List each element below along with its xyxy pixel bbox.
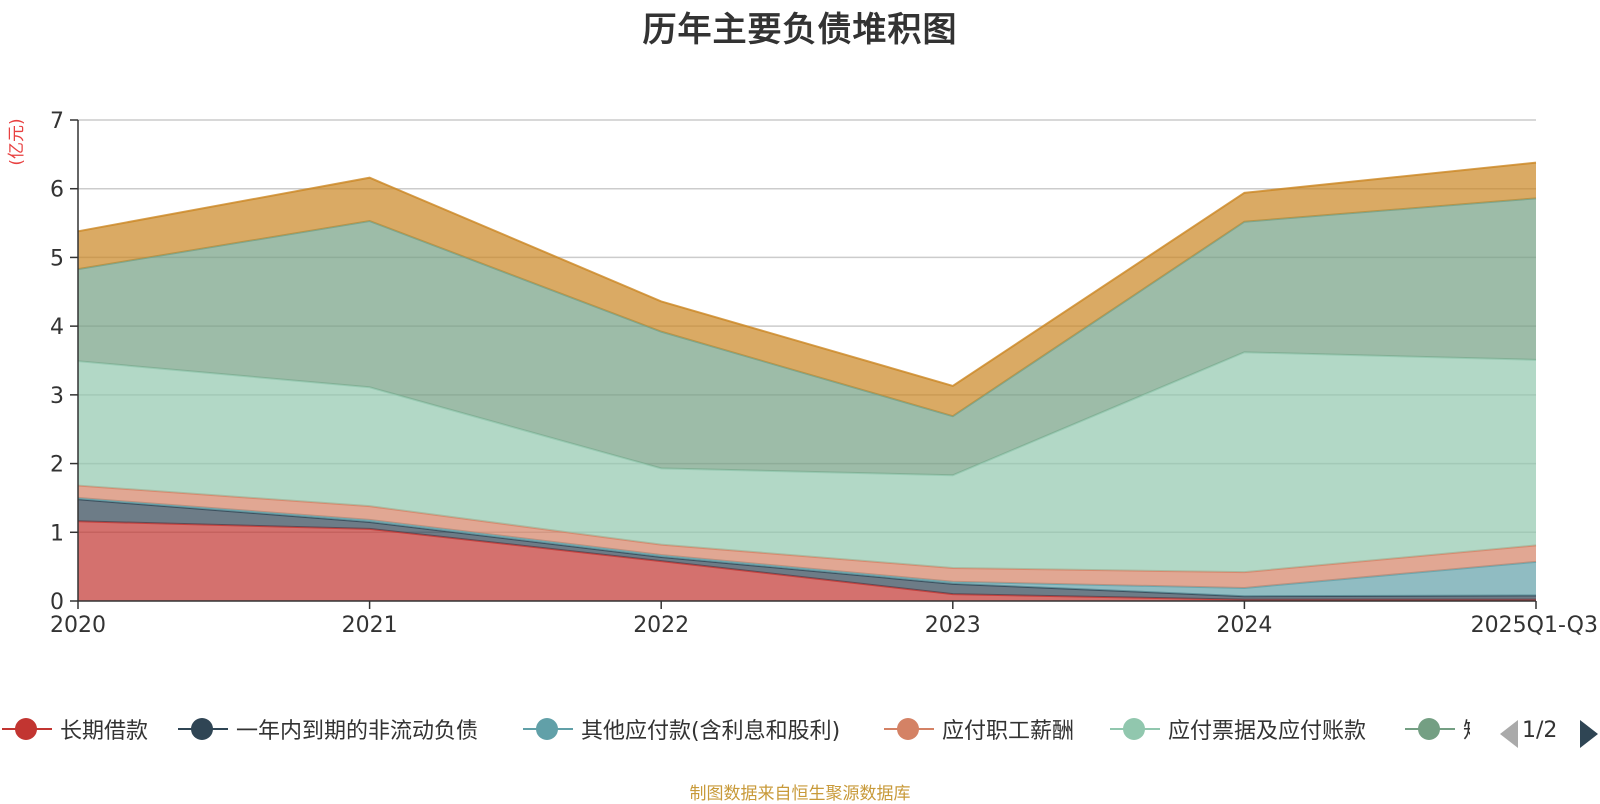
chart-title: 历年主要负债堆积图 — [642, 10, 958, 50]
x-tick-label: 2022 — [633, 613, 689, 638]
legend-pager: 1/2 — [1500, 716, 1600, 752]
area-series-6[interactable] — [78, 198, 1536, 476]
legend-marker-icon — [523, 711, 573, 747]
x-tick-label: 2020 — [50, 613, 106, 638]
x-tick-label: 2024 — [1216, 613, 1272, 638]
area-series-5[interactable] — [78, 352, 1536, 573]
area-series-line-7 — [77, 161, 1537, 388]
area-series-4[interactable] — [78, 485, 1536, 588]
legend-label: 长期借款 — [60, 719, 149, 744]
legend-label: 其他应付款(含利息和股利) — [581, 719, 841, 744]
legend-marker-icon — [178, 711, 228, 747]
legend-marker-icon — [1405, 711, 1455, 747]
y-tick-label: 3 — [50, 384, 64, 409]
legend-marker-icon — [884, 711, 934, 747]
y-tick-label: 6 — [50, 178, 64, 203]
legend-label: 应付职工薪酬 — [942, 719, 1075, 744]
area-series-7[interactable] — [78, 162, 1536, 417]
legend-item-3[interactable]: 其他应付款(含利息和股利) — [523, 711, 840, 747]
legend-marker-icon — [2, 711, 52, 747]
area-series-1[interactable] — [78, 521, 1536, 601]
legend-label: 短期借款 — [1463, 713, 1470, 745]
y-tick-label: 2 — [50, 453, 64, 478]
legend-item-5[interactable]: 应付票据及应付账款 — [1110, 711, 1366, 747]
legend-marker-icon — [1110, 711, 1160, 747]
stacked-area-chart: 0 1 2 3 4 5 6 7 2020 2021 2022 2023 2024 2025Q1-Q3 (亿… — [7, 109, 1598, 638]
legend-label: 应付票据及应付账款 — [1168, 719, 1367, 744]
axes: 0 1 2 3 4 5 6 7 2020 2021 2022 2023 2024 2025Q1-Q3 — [50, 109, 1598, 638]
y-tick-label: 0 — [50, 590, 64, 615]
legend-page-indicator: 1/2 — [1522, 718, 1558, 743]
y-tick-label: 5 — [50, 246, 64, 271]
data-source-note: 制图数据来自恒生聚源数据库 — [689, 784, 911, 804]
x-tick-label: 2025Q1-Q3 — [1471, 613, 1598, 638]
legend-next-page-icon[interactable] — [1580, 720, 1598, 748]
legend-item-6[interactable]: 短期借款 — [1405, 711, 1470, 747]
area-series-3[interactable] — [78, 497, 1536, 597]
y-tick-label: 1 — [50, 521, 64, 546]
area-series — [77, 161, 1537, 601]
legend-prev-page-icon[interactable] — [1500, 720, 1518, 748]
x-tick-label: 2021 — [342, 613, 398, 638]
y-tick-label: 7 — [50, 109, 64, 134]
legend-item-1[interactable]: 长期借款 — [2, 711, 148, 747]
legend-label: 一年内到期的非流动负债 — [236, 719, 479, 744]
legend-item-2[interactable]: 一年内到期的非流动负债 — [178, 711, 478, 747]
y-tick-label: 4 — [50, 315, 64, 340]
legend: 长期借款 一年内到期的非流动负债 其他应付款(含利息和股利) 应付职工薪酬 应付票据及应… — [0, 711, 1470, 747]
x-tick-label: 2023 — [925, 613, 981, 638]
y-axis-unit-label: (亿元) — [7, 118, 27, 165]
legend-item-4[interactable]: 应付职工薪酬 — [884, 711, 1074, 747]
